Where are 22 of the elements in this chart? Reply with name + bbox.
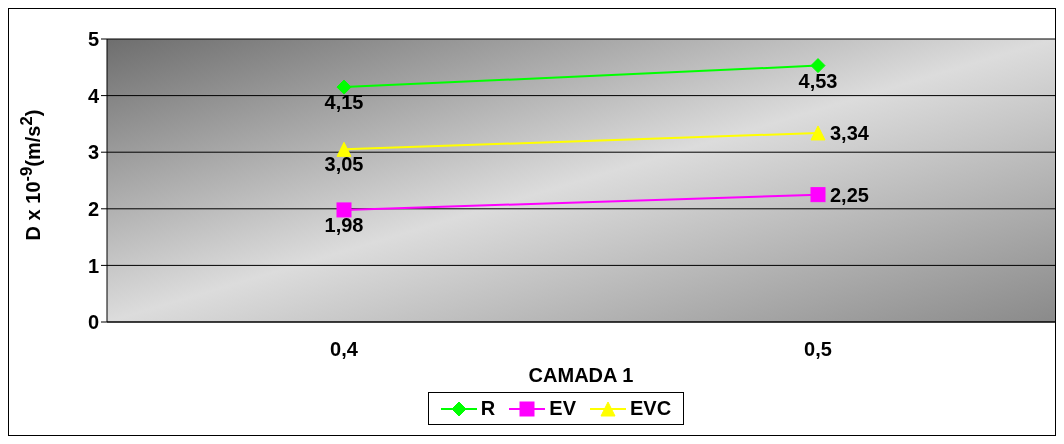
point <box>336 79 352 95</box>
legend-label: R <box>480 397 496 420</box>
y-tick-label: 5 <box>87 28 99 51</box>
data-label: 3,05 <box>324 153 364 176</box>
x-tick-label: 0,5 <box>804 338 832 361</box>
data-label: 4,53 <box>798 69 838 92</box>
x-tick-label: 0,4 <box>330 338 359 361</box>
data-label: 2,25 <box>830 183 869 206</box>
y-tick-label: 3 <box>87 141 99 164</box>
y-tick-label: 2 <box>87 197 99 220</box>
y-tick-label: 0 <box>87 311 99 334</box>
legend-label: EV <box>549 397 576 420</box>
point <box>810 58 826 74</box>
x-axis-title: CAMADA 1 <box>528 364 634 386</box>
y-tick-label: 1 <box>87 254 99 277</box>
data-label: 3,34 <box>830 121 870 144</box>
y-tick-label: 4 <box>87 84 100 107</box>
point <box>810 187 826 203</box>
data-label: 1,98 <box>324 213 364 236</box>
point <box>336 202 352 218</box>
data-label: 4,15 <box>324 91 364 114</box>
legend-label: EVC <box>630 397 672 420</box>
